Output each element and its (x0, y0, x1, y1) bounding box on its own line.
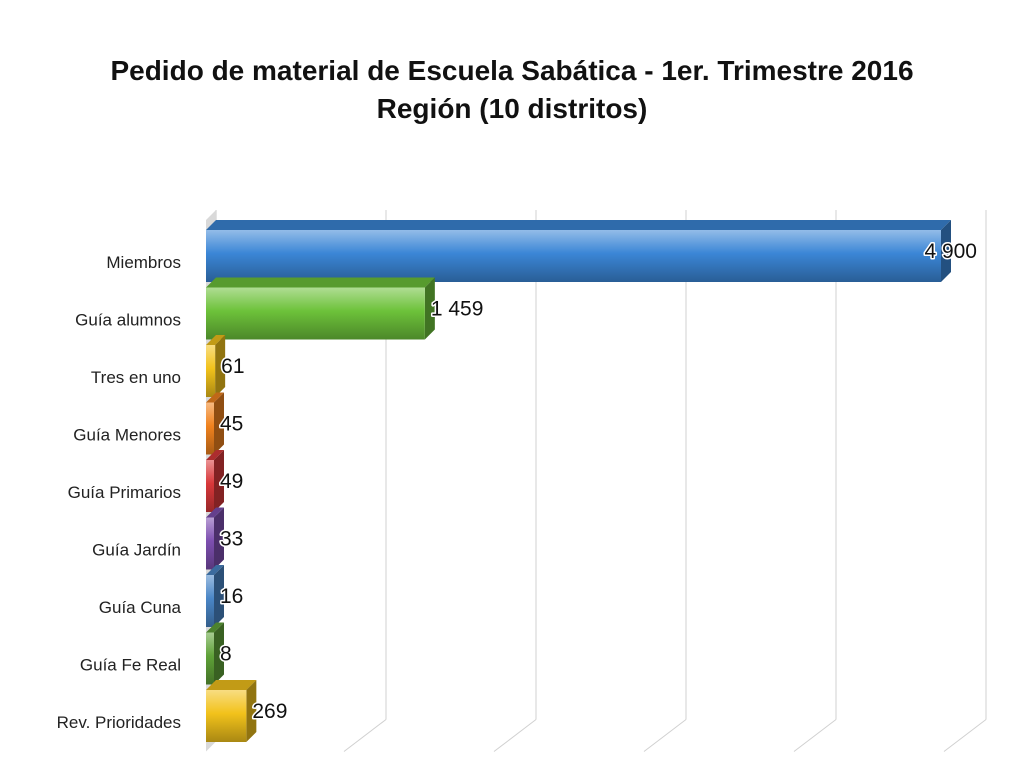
bar-8 (206, 680, 257, 742)
bar-7 (206, 622, 224, 685)
chart-title: Pedido de material de Escuela Sabática -… (0, 52, 1024, 128)
bar-top-face (206, 335, 226, 345)
bar-side-face (214, 507, 224, 570)
category-label: Rev. Prioridades (57, 713, 181, 732)
bar-top-face (206, 622, 224, 633)
bar-top-face (206, 392, 224, 403)
bar-side-face (424, 277, 435, 340)
bar-front-face (206, 575, 214, 627)
bar-6 (206, 565, 224, 627)
bar-side-face (214, 565, 224, 627)
chart-subtitle-line: Región (10 distritos) (376, 93, 648, 124)
bar-front-face (206, 632, 214, 685)
category-label: Guía alumnos (75, 311, 181, 330)
bar-top-face (206, 680, 257, 690)
bar-top-face (206, 220, 951, 230)
category-label: Guía Primarios (68, 483, 181, 502)
category-label: Miembros (106, 253, 181, 272)
bar-top-face (206, 277, 435, 288)
bar-front-face (206, 287, 425, 340)
bar-side-face (941, 220, 951, 282)
bar-side-face (246, 680, 257, 742)
gridline-floor (793, 719, 837, 752)
bar-top-face (206, 450, 224, 460)
value-label: 61 (221, 355, 244, 378)
value-label: 33 (220, 528, 243, 551)
value-label: 4 900 (924, 240, 977, 263)
bar-front-face (206, 345, 216, 397)
bar-4 (206, 450, 224, 512)
bar-front-face (206, 690, 247, 742)
bar-side-face (215, 335, 226, 397)
category-label: Guía Jardín (92, 541, 181, 560)
value-label: 16 (220, 585, 243, 608)
value-label: 1 459 (431, 298, 484, 321)
gridline-floor (493, 719, 537, 752)
bar-layer (206, 220, 951, 742)
value-label: 269 (252, 700, 287, 723)
bar-front-face (206, 517, 214, 570)
label-layer: Miembros 4 900 Guía alumnos 1 459 Tres en un… (57, 239, 979, 733)
gridline-floor (643, 719, 687, 752)
bar-side-face (214, 622, 224, 685)
category-label: Guía Menores (73, 426, 181, 445)
bar-front-face (206, 460, 214, 512)
gridline-floor (943, 719, 987, 752)
bar-top-face (206, 565, 224, 575)
value-label: 8 (220, 643, 232, 666)
bar-2 (206, 335, 226, 397)
bar-side-face (214, 450, 224, 512)
value-label: 45 (220, 413, 243, 436)
bar-top-face (206, 507, 224, 518)
category-label: Guía Cuna (99, 598, 182, 617)
category-label: Tres en uno (91, 368, 181, 387)
category-label: Guía Fe Real (80, 656, 181, 675)
bar-1 (206, 277, 435, 340)
bar-front-face (206, 402, 214, 455)
bar-front-face (206, 230, 941, 282)
value-label: 49 (220, 470, 243, 493)
bar-0 (206, 220, 951, 282)
bar-5 (206, 507, 224, 570)
bar-side-face (214, 392, 224, 455)
bar-3 (206, 392, 224, 455)
gridline-floor (343, 719, 387, 752)
chart-title-line: Pedido de material de Escuela Sabática -… (110, 55, 914, 86)
